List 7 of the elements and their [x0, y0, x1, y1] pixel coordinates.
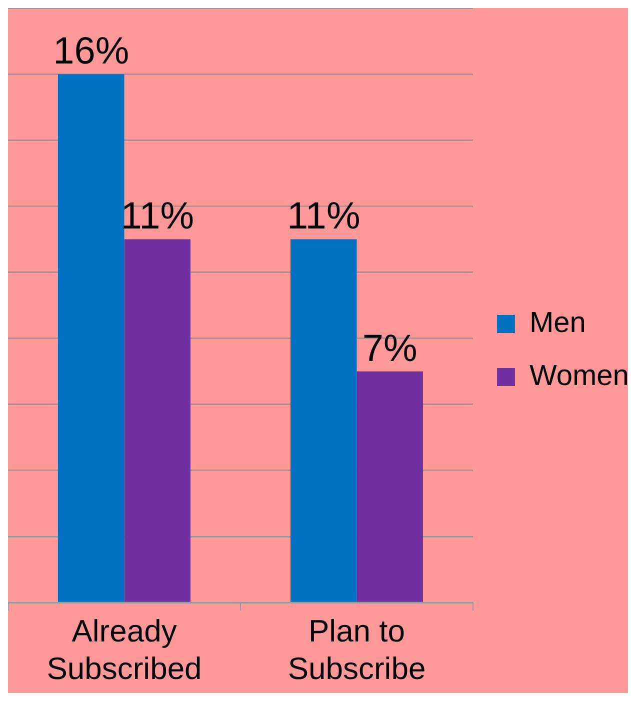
x-tick-label: Already Subscribed	[46, 614, 202, 686]
legend-label: Women	[530, 360, 629, 392]
x-tick-label: Plan to Subscribe	[288, 614, 426, 686]
legend-label: Men	[530, 307, 586, 339]
data-label: 7%	[362, 328, 418, 370]
data-label: 16%	[53, 30, 130, 73]
data-label: 11%	[286, 196, 360, 238]
